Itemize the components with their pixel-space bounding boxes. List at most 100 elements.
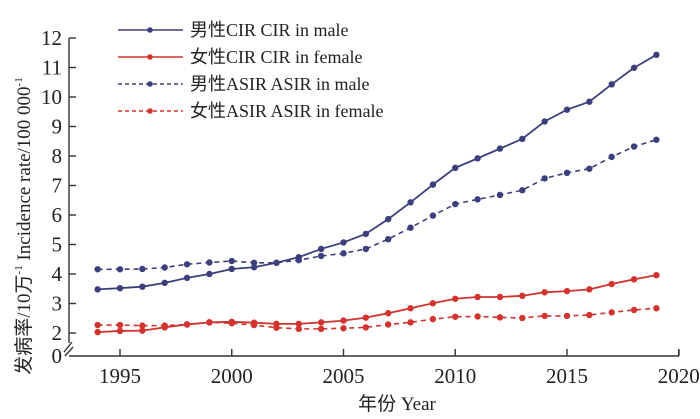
series-line (97, 139, 657, 271)
series-line (97, 54, 657, 291)
data-point (250, 321, 258, 329)
data-point (452, 313, 459, 320)
data-point (608, 280, 615, 288)
data-point (317, 325, 325, 333)
data-point (496, 293, 504, 301)
data-point (474, 155, 481, 162)
series-layer (94, 51, 660, 336)
data-point (519, 292, 526, 300)
y-axis-title: 发病率/10万-1 Incidence rate/100 000-1 (13, 77, 35, 374)
data-point (206, 270, 213, 278)
data-point (317, 319, 325, 326)
data-point (563, 312, 571, 320)
y-tick-label: 10 (41, 85, 62, 109)
data-point (362, 314, 370, 321)
svg-text:发病率/10万-1 Incidence rate/100 0: 发病率/10万-1 Incidence rate/100 000-1 (13, 77, 35, 374)
y-axis-title-cn-sup: -1 (13, 265, 25, 274)
data-point (340, 325, 347, 332)
data-point (429, 181, 437, 188)
data-point (139, 265, 146, 273)
data-point (452, 200, 459, 208)
data-point (474, 196, 481, 203)
data-point (608, 81, 615, 88)
data-point (295, 256, 302, 264)
series-line (97, 307, 657, 330)
data-point (474, 293, 481, 301)
data-point (295, 325, 302, 333)
data-point (586, 165, 593, 172)
data-point (183, 321, 191, 328)
data-point (496, 145, 504, 152)
data-point (161, 322, 168, 329)
data-point (250, 259, 258, 266)
y-axis-break-mark (64, 346, 74, 357)
data-point (94, 321, 101, 329)
data-point (653, 305, 660, 312)
data-point (407, 319, 414, 326)
series-line (97, 274, 657, 334)
data-point (429, 315, 437, 323)
data-point (541, 289, 548, 296)
data-point (139, 327, 146, 334)
y-tick-label: 2 (52, 321, 63, 345)
x-tick-label: 2000 (211, 364, 253, 388)
y-tick-label: 5 (52, 233, 63, 257)
data-point (452, 164, 459, 171)
legend-marker (147, 27, 153, 33)
data-point (139, 283, 146, 290)
legend-label: 女性ASIR ASIR in female (190, 101, 384, 121)
legend-marker (147, 81, 153, 87)
data-point (519, 135, 526, 143)
data-point (563, 106, 571, 113)
legend-label: 男性ASIR ASIR in male (190, 74, 370, 94)
x-tick-label: 2010 (434, 364, 476, 388)
data-point (94, 328, 101, 336)
data-point (429, 212, 437, 219)
data-point (228, 320, 235, 327)
legend-marker (147, 54, 153, 60)
data-point (340, 250, 347, 257)
x-tick-label: 2005 (323, 364, 365, 388)
data-point (452, 295, 459, 302)
data-point (586, 286, 593, 293)
x-tick-label: 2015 (546, 364, 588, 388)
y-axis-title-en: Incidence rate/100 000 (14, 86, 35, 260)
legend-item: 男性CIR CIR in male (118, 20, 349, 40)
data-point (161, 264, 168, 271)
y-tick-label: 11 (42, 56, 62, 80)
data-point (541, 312, 548, 320)
legend-item: 女性ASIR ASIR in female (118, 101, 384, 121)
y-axis-title-cn: 发病率/10万 (13, 274, 35, 374)
legend-label: 女性CIR CIR in female (190, 47, 362, 67)
x-tick-label: 1995 (99, 364, 141, 388)
data-point (183, 274, 191, 282)
data-point (563, 169, 571, 177)
y-axis-title-en-sup: -1 (13, 77, 25, 86)
data-point (340, 239, 347, 246)
data-point (94, 286, 101, 293)
data-point (340, 317, 347, 324)
data-point (228, 265, 235, 273)
data-point (653, 136, 660, 143)
data-point (630, 306, 638, 314)
data-point (116, 266, 124, 273)
data-point (94, 266, 101, 273)
x-tick-label: 2020 (658, 364, 700, 388)
data-point (407, 224, 414, 231)
y-tick-label: 3 (52, 292, 63, 316)
data-point (630, 64, 638, 71)
legend-item: 女性CIR CIR in female (118, 47, 362, 67)
y-axis-break-mark (63, 341, 73, 353)
series-0 (94, 51, 660, 293)
data-point (206, 259, 213, 266)
data-point (630, 276, 638, 283)
y-tick-label: 0 (52, 344, 63, 368)
data-point (429, 300, 437, 307)
data-point (385, 215, 392, 223)
data-point (563, 287, 571, 295)
data-point (541, 118, 548, 125)
data-point (228, 257, 235, 265)
data-point (385, 310, 392, 317)
data-point (407, 199, 414, 206)
data-point (295, 320, 302, 328)
